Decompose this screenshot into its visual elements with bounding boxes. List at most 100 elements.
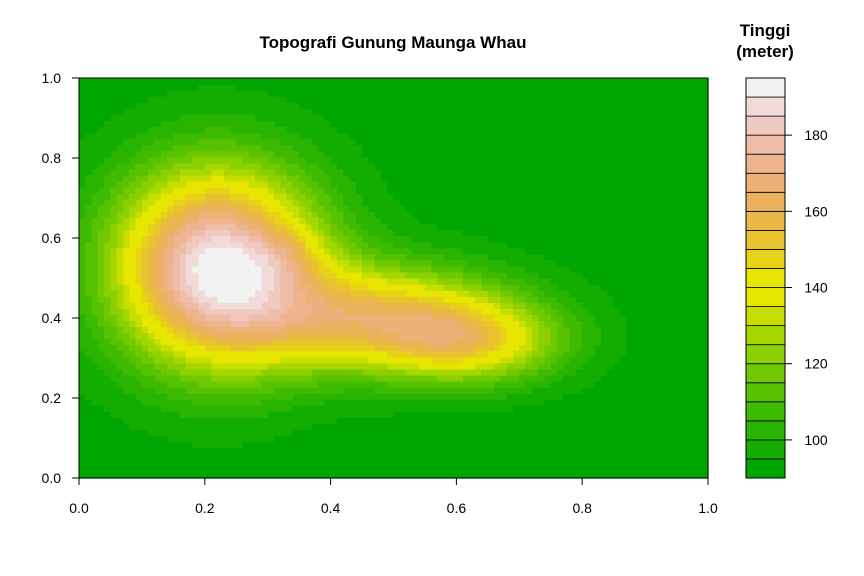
surface-cell: [211, 374, 218, 382]
surface-cell: [443, 259, 451, 267]
surface-cell: [500, 374, 508, 382]
surface-cell: [236, 126, 244, 134]
surface-cell: [355, 338, 363, 346]
surface-cell: [330, 150, 338, 158]
surface-cell: [267, 235, 275, 243]
surface-cell: [513, 423, 520, 431]
surface-cell: [362, 181, 369, 188]
surface-cell: [412, 308, 420, 315]
surface-cell: [418, 253, 426, 261]
surface-cell: [324, 229, 332, 237]
surface-cell: [456, 429, 464, 437]
surface-cell: [418, 381, 426, 388]
surface-cell: [292, 156, 300, 164]
surface-cell: [494, 393, 502, 400]
surface-cell: [450, 356, 457, 364]
surface-cell: [506, 332, 514, 340]
surface-cell: [437, 290, 445, 297]
surface-cell: [525, 459, 533, 467]
surface-cell: [305, 296, 313, 303]
surface-cell: [330, 405, 338, 412]
surface-cell: [494, 126, 502, 134]
surface-cell: [311, 417, 319, 425]
surface-cell: [223, 259, 231, 267]
surface-cell: [349, 96, 357, 103]
surface-cell: [406, 253, 413, 261]
surface-cell: [173, 84, 181, 91]
surface-cell: [154, 374, 162, 382]
surface-cell: [286, 108, 294, 115]
surface-cell: [135, 235, 143, 243]
surface-cell: [468, 96, 476, 103]
surface-cell: [248, 102, 256, 109]
surface-cell: [468, 278, 476, 285]
surface-cell: [468, 223, 476, 231]
surface-cell: [368, 308, 376, 315]
surface-cell: [104, 374, 112, 382]
surface-cell: [236, 271, 244, 279]
surface-cell: [223, 290, 231, 297]
surface-cell: [494, 132, 502, 140]
surface-cell: [97, 96, 105, 103]
surface-cell: [431, 320, 439, 328]
surface-cell: [104, 181, 112, 188]
surface-cell: [267, 368, 275, 376]
surface-cell: [399, 411, 407, 418]
surface-cell: [198, 229, 206, 237]
surface-cell: [368, 102, 376, 109]
surface-cell: [368, 84, 376, 91]
surface-cell: [424, 435, 432, 443]
surface-cell: [481, 162, 489, 170]
surface-cell: [261, 332, 269, 340]
surface-cell: [280, 399, 288, 406]
surface-cell: [506, 271, 514, 279]
surface-cell: [236, 162, 244, 170]
surface-cell: [318, 453, 325, 461]
surface-cell: [362, 314, 369, 322]
surface-cell: [116, 308, 124, 315]
surface-cell: [550, 447, 558, 455]
surface-cell: [148, 405, 156, 412]
surface-cell: [173, 399, 181, 406]
surface-cell: [550, 271, 558, 279]
surface-cell: [343, 374, 351, 382]
surface-cell: [135, 229, 143, 237]
surface-cell: [198, 326, 206, 334]
surface-cell: [91, 423, 99, 431]
surface-cell: [185, 381, 193, 388]
surface-cell: [255, 90, 263, 97]
surface-cell: [513, 144, 520, 152]
surface-cell: [330, 320, 338, 328]
surface-cell: [418, 278, 426, 285]
surface-cell: [431, 399, 439, 406]
surface-cell: [192, 150, 200, 158]
surface-cell: [418, 338, 426, 346]
surface-cell: [456, 278, 464, 285]
surface-cell: [204, 344, 212, 352]
surface-cell: [135, 150, 143, 158]
surface-cell: [330, 381, 338, 388]
surface-cell: [531, 296, 539, 303]
surface-cell: [198, 381, 206, 388]
surface-cell: [179, 223, 187, 231]
surface-cell: [336, 156, 344, 164]
surface-cell: [167, 290, 174, 297]
surface-cell: [343, 459, 351, 467]
surface-cell: [110, 296, 118, 303]
surface-cell: [123, 405, 130, 412]
surface-cell: [380, 429, 388, 437]
surface-cell: [97, 399, 105, 406]
surface-cell: [123, 102, 130, 109]
surface-cell: [198, 429, 206, 437]
surface-cell: [437, 84, 445, 91]
surface-cell: [192, 459, 200, 467]
surface-cell: [437, 150, 445, 158]
surface-cell: [299, 108, 307, 115]
surface-cell: [387, 168, 395, 176]
surface-cell: [531, 308, 539, 315]
surface-cell: [267, 193, 275, 200]
surface-cell: [173, 96, 181, 103]
surface-cell: [141, 126, 149, 134]
surface-cell: [286, 241, 294, 249]
surface-cell: [204, 308, 212, 315]
